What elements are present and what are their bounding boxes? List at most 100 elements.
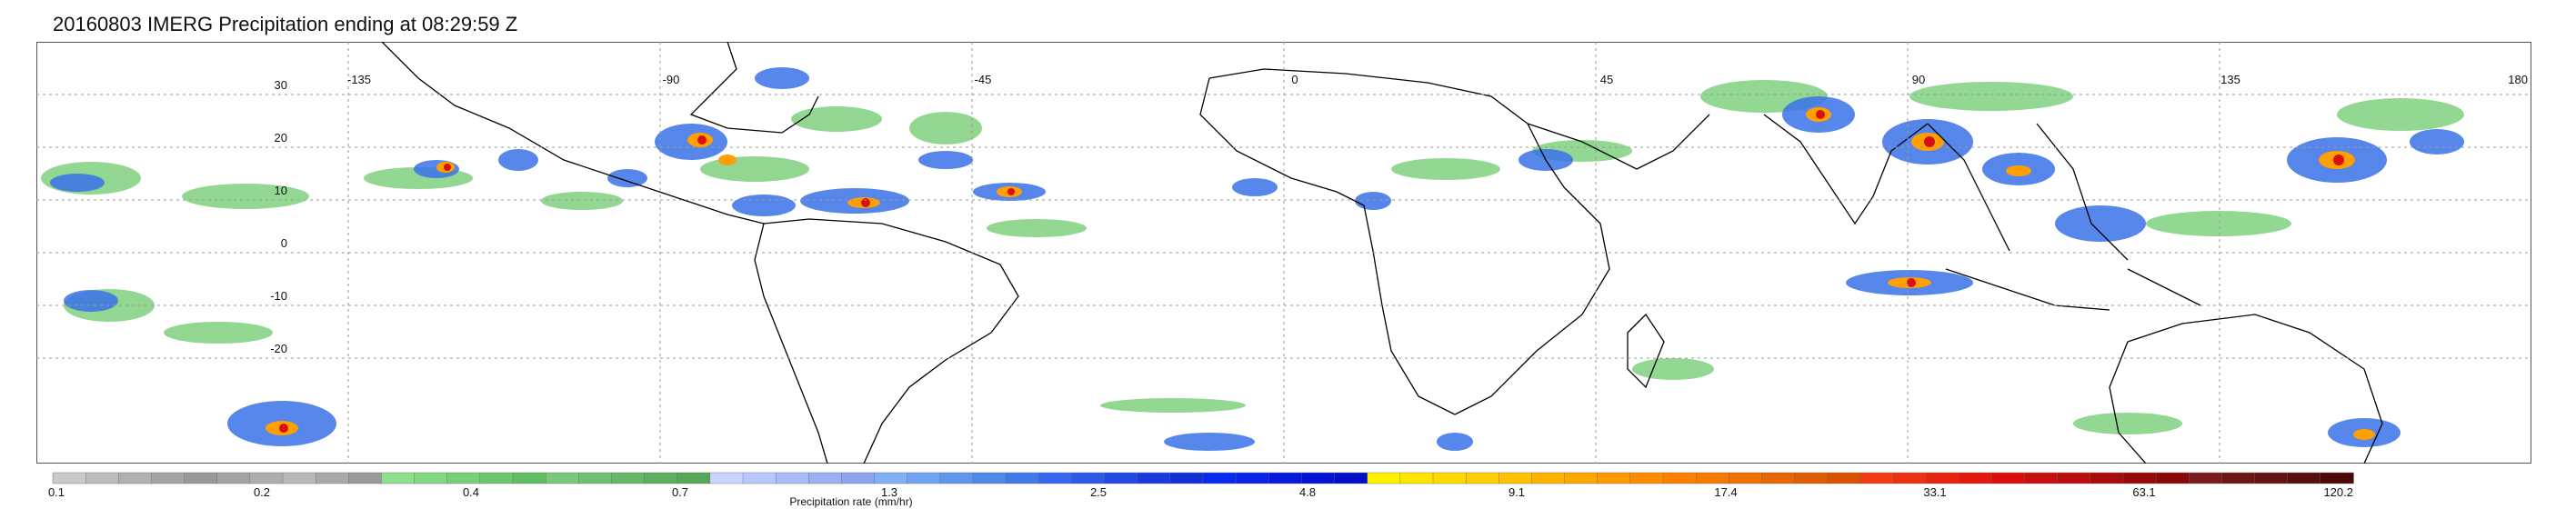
colorbar-tick-label: 120.2 — [2323, 485, 2353, 499]
colorbar-bin — [1959, 472, 1993, 484]
colorbar-bin — [1399, 472, 1434, 484]
colorbar-bin — [249, 472, 284, 484]
colorbar-bin — [1268, 472, 1303, 484]
colorbar-bin — [972, 472, 1007, 484]
colorbar-bin — [479, 472, 514, 484]
lat-label: 30 — [275, 78, 287, 92]
colorbar-bin — [1794, 472, 1829, 484]
colorbar-bin — [1827, 472, 1861, 484]
colorbar-bin — [1334, 472, 1368, 484]
colorbar-tick-label: 9.1 — [1509, 485, 1525, 499]
gridlines — [36, 42, 2531, 464]
colorbar-bin — [545, 472, 579, 484]
colorbar-bin — [446, 472, 481, 484]
colorbar-bin — [1301, 472, 1336, 484]
colorbar-bin — [2189, 472, 2223, 484]
colorbar-bin — [1104, 472, 1138, 484]
colorbar-bin — [644, 472, 678, 484]
lat-label: 20 — [275, 131, 287, 145]
colorbar-bin — [578, 472, 613, 484]
colorbar-bin — [1597, 472, 1631, 484]
colorbar-bin — [1071, 472, 1106, 484]
colorbar-bin — [1662, 472, 1697, 484]
lon-label: -135 — [347, 73, 371, 86]
colorbar-bin — [775, 472, 809, 484]
colorbar-bin — [2254, 472, 2289, 484]
colorbar-bin — [2155, 472, 2190, 484]
colorbar-bin — [348, 472, 383, 484]
colorbar-tick-label: 4.8 — [1299, 485, 1316, 499]
colorbar-bin — [512, 472, 546, 484]
colorbar-bin — [118, 472, 153, 484]
colorbar-bin — [2320, 472, 2354, 484]
colorbar-bin — [1695, 472, 1729, 484]
colorbar-bin — [874, 472, 908, 484]
colorbar-bin — [151, 472, 185, 484]
lat-label: 10 — [275, 184, 287, 197]
colorbar-bin — [939, 472, 974, 484]
colorbar-bin — [1367, 472, 1401, 484]
colorbar-bin — [1991, 472, 2026, 484]
colorbar-bin — [2122, 472, 2157, 484]
colorbar-bin — [216, 472, 251, 484]
colorbar-bins — [52, 472, 2354, 484]
colorbar-bin — [1005, 472, 1039, 484]
precipitation-map: -135 -90 -45 0 45 90 135 180 30 20 10 0 -10 -20 — [36, 42, 2531, 464]
colorbar-bin — [1465, 472, 1499, 484]
colorbar-bin — [742, 472, 777, 484]
colorbar-bin — [184, 472, 218, 484]
colorbar-tick-label: 33.1 — [1923, 485, 1946, 499]
colorbar-tick-label: 0.7 — [672, 485, 688, 499]
colorbar-bin — [1729, 472, 1763, 484]
colorbar-bin — [1432, 472, 1467, 484]
colorbar-bin — [1169, 472, 1204, 484]
colorbar-bin — [1202, 472, 1237, 484]
colorbar-bin — [1925, 472, 1960, 484]
colorbar-bin — [709, 472, 744, 484]
lon-label: 45 — [1600, 73, 1613, 86]
colorbar-bin — [1235, 472, 1269, 484]
precipitation-field — [41, 67, 2464, 451]
colorbar-bin — [808, 472, 843, 484]
colorbar-bin — [2057, 472, 2091, 484]
colorbar-bin — [2221, 472, 2256, 484]
colorbar-tick-label: 0.2 — [254, 485, 270, 499]
lon-label: 0 — [1291, 73, 1298, 86]
colorbar-bin — [907, 472, 941, 484]
colorbar-bin — [611, 472, 646, 484]
colorbar-bin — [1531, 472, 1566, 484]
colorbar-bin — [1137, 472, 1171, 484]
lon-label: 180 — [2508, 73, 2528, 86]
colorbar-tick-label: 0.1 — [48, 485, 65, 499]
coastlines — [381, 42, 2383, 464]
colorbar-tick-label: 17.4 — [1714, 485, 1737, 499]
colorbar-bin — [52, 472, 86, 484]
colorbar-bin — [381, 472, 416, 484]
lat-label: -10 — [270, 289, 287, 303]
colorbar-tick-label: 0.4 — [463, 485, 479, 499]
axis-labels: -135 -90 -45 0 45 90 135 180 30 20 10 0 -10 -20 — [270, 73, 2528, 355]
colorbar-bin — [315, 472, 349, 484]
colorbar-bin — [2090, 472, 2124, 484]
colorbar-bin — [1498, 472, 1533, 484]
colorbar-ticks: 0.1 0.2 0.4 0.7 1.3 2.5 4.8 9.1 17.4 33.1 63.1 120.… — [48, 485, 2353, 499]
colorbar-bin — [85, 472, 119, 484]
colorbar-bin — [677, 472, 711, 484]
colorbar-bin — [282, 472, 316, 484]
colorbar-bin — [1038, 472, 1073, 484]
colorbar-tick-label: 63.1 — [2132, 485, 2155, 499]
colorbar-bin — [1859, 472, 1894, 484]
colorbar-bin — [1629, 472, 1664, 484]
colorbar-bin — [2024, 472, 2059, 484]
colorbar-bin — [1892, 472, 1927, 484]
colorbar-label: Precipitation rate (mm/hr) — [789, 495, 912, 508]
colorbar-tick-label: 2.5 — [1090, 485, 1107, 499]
lat-label: 0 — [281, 236, 287, 250]
lon-label: -45 — [975, 73, 992, 86]
lon-label: -90 — [663, 73, 680, 86]
lat-label: -20 — [270, 342, 287, 355]
colorbar-bin — [1564, 472, 1599, 484]
map-title: 20160803 IMERG Precipitation ending at 0… — [53, 13, 518, 35]
colorbar-tick-label: 1.3 — [881, 485, 897, 499]
lon-label: 135 — [2220, 73, 2240, 86]
